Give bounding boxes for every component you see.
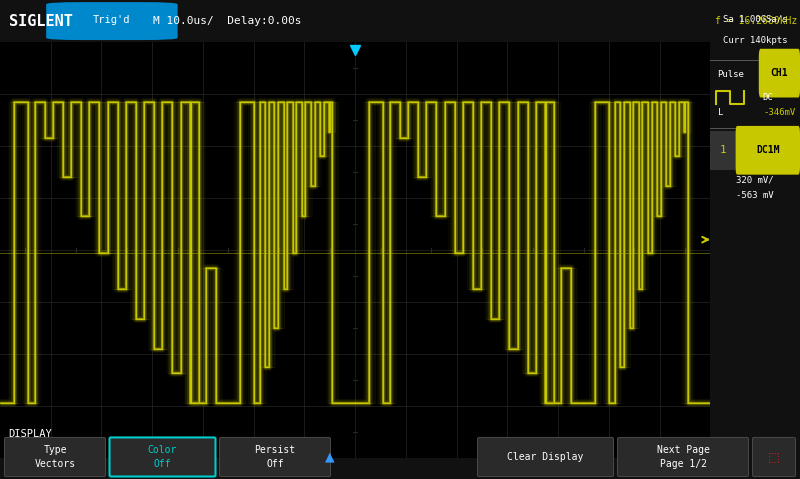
Text: Color
Off: Color Off — [148, 445, 177, 469]
Text: SIGLENT: SIGLENT — [9, 13, 72, 29]
Text: f = 16.2680kHz: f = 16.2680kHz — [715, 16, 797, 26]
FancyBboxPatch shape — [46, 2, 178, 40]
Text: -346mV: -346mV — [763, 108, 795, 117]
Text: Trig'd: Trig'd — [93, 15, 130, 25]
Text: Curr 140kpts: Curr 140kpts — [723, 36, 787, 45]
Text: L: L — [718, 108, 723, 117]
Text: 320 mV/: 320 mV/ — [736, 176, 774, 185]
Text: Sa 1.00GSa/s: Sa 1.00GSa/s — [723, 15, 787, 24]
Text: Persist
Off: Persist Off — [254, 445, 295, 469]
Text: DC1M: DC1M — [756, 146, 779, 156]
Text: DC: DC — [762, 93, 773, 102]
Text: Clear Display: Clear Display — [507, 452, 584, 462]
Text: CH1: CH1 — [770, 68, 788, 78]
Text: M 10.0us/  Delay:0.00s: M 10.0us/ Delay:0.00s — [153, 16, 302, 26]
Text: 1: 1 — [719, 146, 726, 156]
Text: ▲: ▲ — [325, 450, 335, 464]
Bar — [710, 128, 800, 129]
FancyBboxPatch shape — [735, 126, 800, 175]
Text: DISPLAY: DISPLAY — [8, 429, 52, 439]
Text: -563 mV: -563 mV — [736, 191, 774, 199]
Text: Next Page
Page 1/2: Next Page Page 1/2 — [657, 445, 710, 469]
FancyBboxPatch shape — [753, 437, 795, 477]
Text: Pulse: Pulse — [718, 69, 745, 79]
Text: ⬚: ⬚ — [768, 450, 780, 464]
FancyBboxPatch shape — [110, 437, 215, 477]
Bar — [710, 60, 800, 61]
FancyBboxPatch shape — [478, 437, 614, 477]
FancyBboxPatch shape — [758, 49, 800, 98]
Bar — [710, 131, 735, 170]
Text: Type
Vectors: Type Vectors — [34, 445, 75, 469]
FancyBboxPatch shape — [618, 437, 749, 477]
FancyBboxPatch shape — [219, 437, 330, 477]
FancyBboxPatch shape — [5, 437, 106, 477]
